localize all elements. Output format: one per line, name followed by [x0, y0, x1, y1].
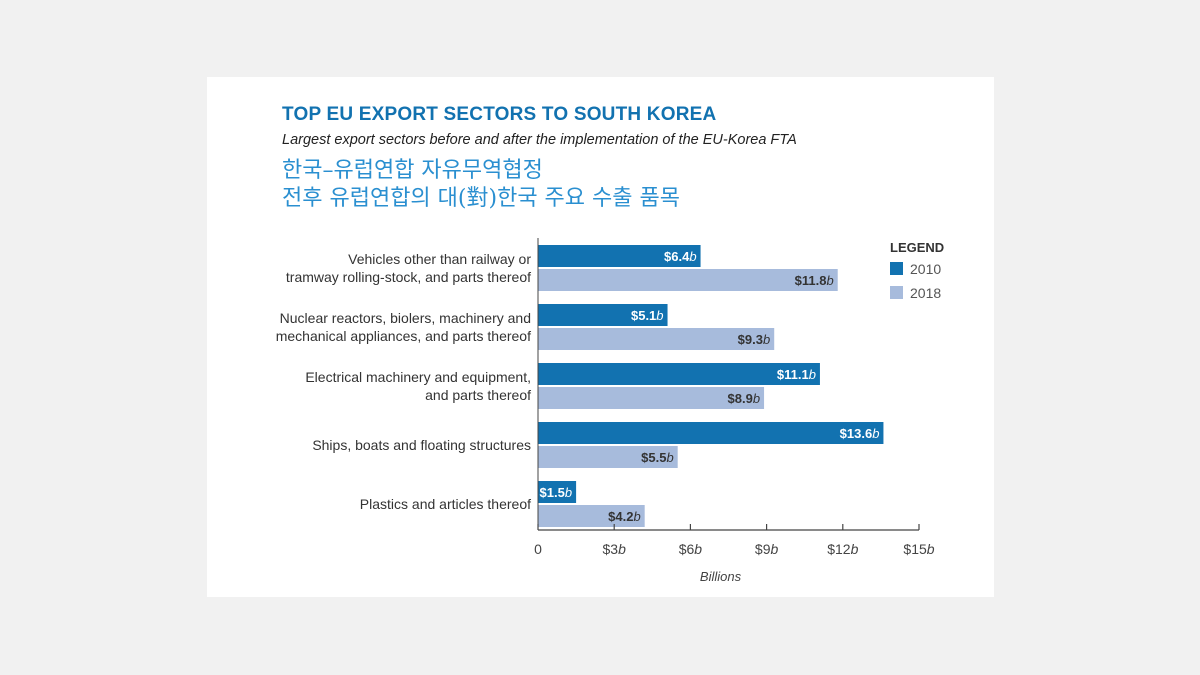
bar-value-label: $8.9b — [728, 391, 761, 406]
korean-title-line: 전후 유럽연합의 대(對)한국 주요 수출 품목 — [282, 186, 680, 211]
bar-2010 — [538, 422, 884, 444]
legend-label: 2010 — [910, 261, 941, 277]
category-label: mechanical appliances, and parts thereof — [276, 328, 531, 344]
bar-value-label: $13.6b — [840, 426, 880, 441]
x-tick-label: $12b — [827, 541, 858, 557]
bar-2018 — [538, 387, 765, 409]
korean-title-line: 한국–유럽연합 자유무역협정 — [282, 158, 543, 183]
category-label: Vehicles other than railway or — [348, 251, 531, 267]
bar-value-label: $9.3b — [738, 332, 771, 347]
bar-value-label: $11.1b — [777, 367, 816, 382]
category-label: Plastics and articles thereof — [360, 496, 531, 512]
bar-value-label: $4.2b — [608, 509, 641, 524]
legend-title: LEGEND — [890, 240, 944, 255]
bar-value-label: $5.1b — [631, 308, 664, 323]
x-tick-label: $6b — [679, 541, 703, 557]
bar-2018 — [538, 269, 838, 291]
bar-value-label: $6.4b — [664, 249, 697, 264]
category-label: Nuclear reactors, biolers, machinery and — [280, 310, 531, 326]
chart-subtitle: Largest export sectors before and after … — [282, 132, 797, 148]
x-tick-label: 0 — [534, 541, 542, 557]
bar-2010 — [538, 481, 577, 503]
chart-title: TOP EU EXPORT SECTORS TO SOUTH KOREA — [282, 104, 717, 125]
bar-2010 — [538, 304, 668, 326]
category-label: Ships, boats and floating structures — [312, 437, 531, 453]
x-tick-label: $9b — [755, 541, 779, 557]
legend-label: 2018 — [910, 285, 941, 301]
bar-2010 — [538, 245, 701, 267]
x-tick-label: $3b — [603, 541, 627, 557]
x-tick-label: $15b — [903, 541, 934, 557]
bar-2018 — [538, 446, 678, 468]
bar-2018 — [538, 328, 775, 350]
category-label: Electrical machinery and equipment, — [305, 369, 531, 385]
bar-2010 — [538, 363, 820, 385]
legend-swatch-2010 — [890, 262, 903, 275]
korean-title: 한국–유럽연합 자유무역협정 전후 유럽연합의 대(對)한국 주요 수출 품목 — [282, 157, 680, 213]
bar-value-label: $5.5b — [641, 450, 674, 465]
category-label: tramway rolling-stock, and parts thereof — [286, 269, 531, 285]
bar-2018 — [538, 505, 645, 527]
bar-value-label: $11.8b — [795, 273, 834, 288]
bar-value-label: $1.5b — [540, 485, 573, 500]
category-label: and parts thereof — [425, 387, 531, 403]
x-axis-label: Billions — [700, 569, 742, 584]
legend-swatch-2018 — [890, 286, 903, 299]
